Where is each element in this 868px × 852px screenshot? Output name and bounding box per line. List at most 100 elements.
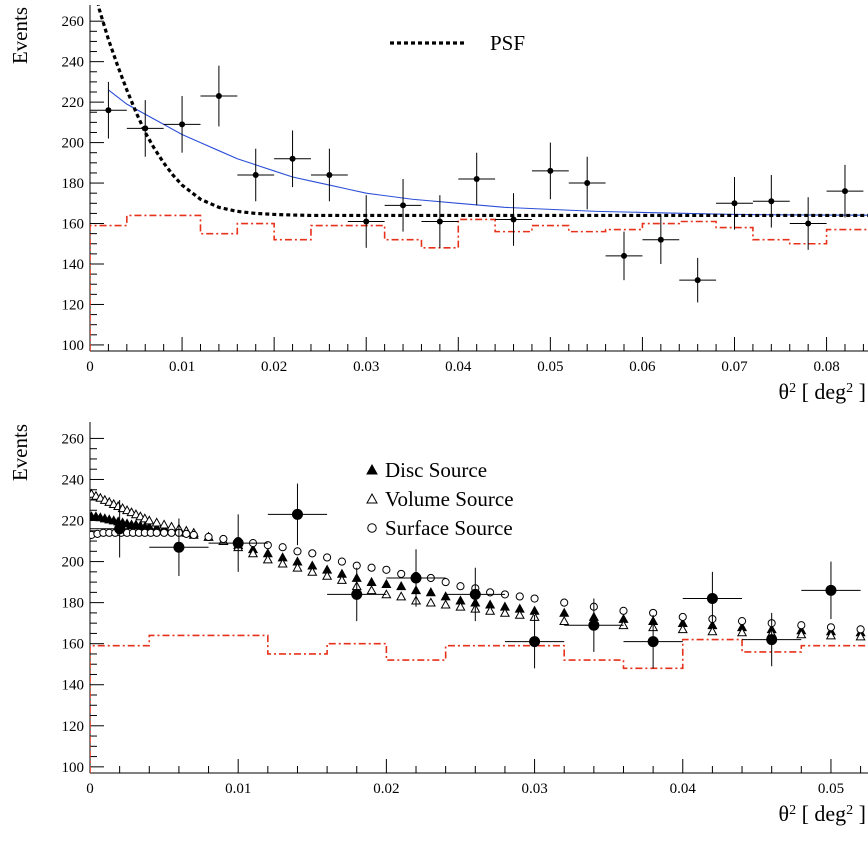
data-point (400, 202, 407, 209)
y-tick-label: 120 (62, 719, 85, 735)
x-tick-label: 0.02 (373, 781, 399, 797)
data-point (657, 236, 664, 243)
model-point (677, 624, 688, 634)
model-point (560, 598, 569, 607)
legend: PSF (390, 31, 525, 55)
y-tick-label: 240 (62, 472, 85, 488)
y-tick-label: 160 (62, 217, 85, 233)
panel-2: 100 120 140 160 180 200 220 240 260 0 0.01 0.02 0.03… (8, 422, 868, 826)
model-point (425, 597, 436, 607)
data-point (768, 198, 775, 205)
x-tick-label: 0.03 (353, 359, 379, 375)
data-point (351, 588, 363, 600)
model-point (396, 591, 407, 601)
model-point (189, 530, 198, 539)
y-tick-label: 140 (62, 678, 85, 694)
data-point (694, 277, 701, 284)
model-point (159, 519, 170, 529)
data-point (252, 171, 259, 178)
y-tick-label: 220 (62, 95, 85, 111)
y-tick-label: 200 (62, 555, 85, 571)
y-tick-label: 240 (62, 55, 85, 71)
x-axis-label: θ2 [ deg2 ] (779, 379, 866, 404)
model-point (515, 592, 524, 601)
model-point (262, 554, 273, 564)
x-tick-label: 0.08 (813, 359, 839, 375)
x-tick-label: 0.06 (629, 359, 656, 375)
model-point (855, 631, 866, 641)
model-point (381, 578, 392, 589)
data-point (588, 619, 600, 631)
y-tick-label: 100 (62, 338, 85, 354)
model-point (440, 599, 451, 609)
model-point (456, 582, 465, 591)
model-point (151, 517, 162, 527)
model-point (737, 617, 747, 626)
data-point (647, 636, 659, 648)
model-point (293, 547, 302, 556)
data-point (841, 188, 848, 195)
data-point (326, 171, 333, 178)
data-point (179, 121, 186, 128)
model-point (499, 607, 510, 617)
y-tick-label: 260 (62, 431, 85, 447)
data-point (363, 218, 370, 225)
data-point (289, 155, 296, 162)
data-point (215, 93, 222, 100)
data-point (825, 584, 837, 596)
data-point (805, 220, 812, 227)
data-point (584, 180, 591, 187)
y-tick-label: 260 (62, 14, 85, 30)
data-point (410, 572, 422, 584)
model-point (144, 515, 155, 525)
model-point (367, 563, 376, 572)
x-tick-label: 0.01 (225, 781, 251, 797)
model-point (440, 591, 451, 601)
data-point (529, 636, 541, 648)
model-point (308, 549, 317, 558)
model-point (366, 585, 377, 595)
model-point (397, 569, 406, 578)
x-tick-label: 0.04 (670, 781, 697, 797)
data-point (510, 216, 517, 223)
y-tick-label: 100 (62, 760, 85, 776)
x-tick-label: 0.05 (537, 359, 563, 375)
x-tick-label: 0.05 (818, 781, 844, 797)
model-point (825, 630, 837, 640)
background-histogram (90, 214, 868, 351)
model-point (167, 528, 176, 537)
model-point (455, 601, 466, 611)
model-point (425, 587, 436, 597)
model-point (514, 609, 525, 619)
model-point (307, 566, 318, 576)
model-point (366, 576, 377, 586)
legend-label: PSF (490, 31, 525, 55)
data-region (90, 5, 868, 351)
data-point (731, 200, 738, 207)
model-point (485, 605, 496, 615)
model-point (247, 548, 259, 558)
background-histogram (90, 634, 868, 773)
data-point (114, 523, 126, 535)
model-point (204, 532, 213, 542)
model-point (559, 607, 570, 617)
x-tick-label: 0.07 (721, 359, 748, 375)
model-point (219, 534, 228, 544)
legend-label: Surface Source (385, 516, 513, 540)
model-point (152, 528, 161, 537)
data-point (142, 125, 149, 132)
legend-marker (366, 492, 378, 504)
model-point (160, 528, 169, 537)
data-point (766, 634, 778, 646)
model-point (382, 565, 391, 574)
model-point (619, 606, 628, 615)
model-point (337, 557, 346, 566)
y-tick-label: 180 (62, 596, 85, 612)
model-point (277, 558, 288, 568)
x-tick-label: 0 (86, 359, 94, 375)
legend-marker (367, 523, 377, 533)
model-point (322, 570, 333, 580)
legend-label: Disc Source (385, 458, 487, 482)
model-point (707, 626, 718, 636)
